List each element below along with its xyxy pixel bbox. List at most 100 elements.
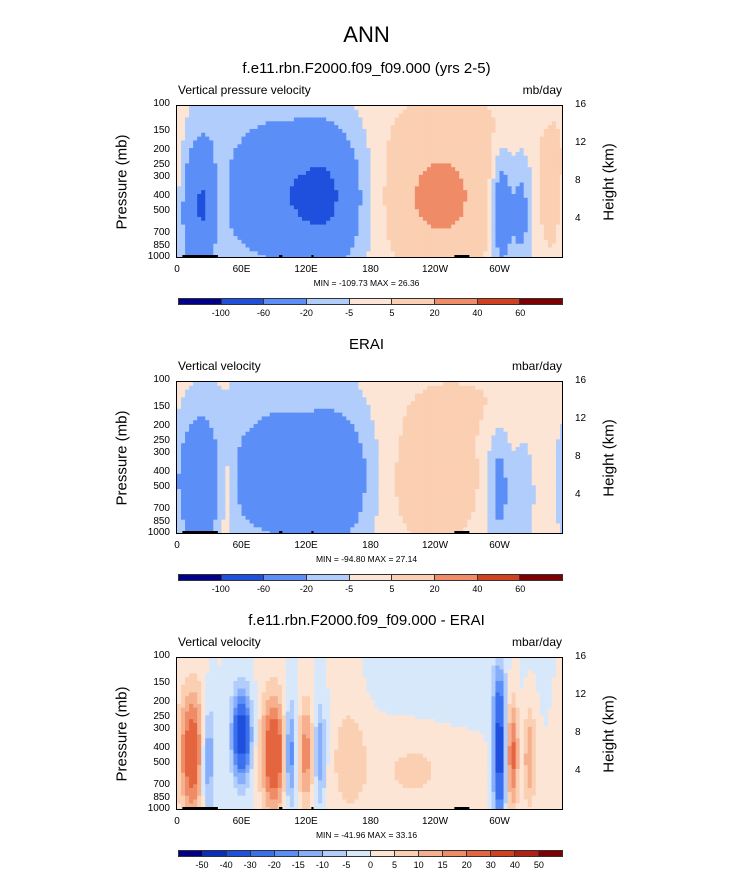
contour-cell [229, 121, 235, 126]
contour-cell [217, 389, 222, 395]
contour-cell [483, 224, 489, 229]
contour-cell [491, 209, 497, 214]
contour-cell [435, 420, 440, 425]
contour-cell [189, 224, 194, 229]
contour-cell [435, 159, 440, 164]
contour-cell [306, 132, 311, 138]
contour-cell [467, 251, 472, 256]
contour-cell [322, 125, 327, 130]
contour-cell [459, 167, 464, 172]
contour-cell [233, 205, 239, 210]
contour-cell [559, 197, 562, 203]
contour-cell [374, 236, 380, 241]
contour-cell [402, 243, 408, 249]
contour-cell [273, 393, 279, 398]
contour-cell [378, 216, 384, 222]
contour-cell [193, 186, 198, 191]
contour-cell [479, 197, 484, 203]
contour-cell [398, 190, 404, 195]
contour-cell [338, 382, 343, 387]
contour-cell [455, 136, 460, 142]
contour-cell [301, 213, 307, 218]
contour-cell [350, 171, 355, 176]
contour-cell [326, 420, 331, 425]
contour-cell [467, 125, 472, 130]
contour-cell [209, 393, 214, 398]
contour-cell [531, 389, 537, 395]
contour-cell [193, 232, 198, 237]
contour-cell [362, 420, 368, 425]
contour-cell [366, 174, 372, 180]
contour-cell [209, 163, 214, 168]
contour-cell [273, 171, 279, 176]
contour-cell [257, 412, 263, 418]
contour-cell [426, 125, 432, 130]
contour-cell [398, 224, 404, 229]
contour-cell [277, 117, 283, 122]
contour-cell [390, 182, 396, 187]
contour-cell [370, 389, 376, 395]
contour-cell [237, 132, 243, 138]
contour-cell [527, 167, 533, 172]
contour-cell [443, 163, 448, 168]
contour-cell [233, 251, 239, 256]
contour-cell [555, 155, 561, 161]
contour-cell [394, 243, 400, 249]
contour-cell [177, 232, 182, 237]
contour-cell [225, 132, 231, 138]
contour-cell [435, 117, 440, 122]
contour-cell [201, 186, 206, 191]
contour-cell [362, 132, 368, 138]
contour-cell [269, 136, 275, 142]
contour-cell [447, 401, 452, 406]
contour-cell [358, 190, 364, 195]
contour-cell [491, 182, 497, 187]
contour-cell [330, 125, 335, 130]
contour-cell [185, 420, 190, 425]
contour-cell [197, 243, 202, 249]
contour-cell [559, 128, 562, 134]
contour-cell [559, 251, 562, 256]
contour-cell [507, 186, 513, 191]
contour-cell [430, 190, 436, 195]
contour-cell [406, 247, 412, 252]
contour-cell [527, 190, 533, 195]
contour-cell [443, 201, 448, 207]
contour-cell [346, 136, 351, 142]
contour-cell [314, 393, 319, 398]
contour-cell [177, 393, 182, 398]
contour-cell [261, 255, 267, 257]
contour-cell [301, 420, 307, 425]
contour-cell [241, 193, 247, 199]
contour-cell [527, 205, 533, 210]
contour-cell [519, 155, 525, 161]
contour-cell [314, 109, 319, 115]
contour-cell [322, 424, 327, 429]
contour-cell [229, 155, 235, 161]
contour-cell [301, 148, 307, 153]
contour-cell [386, 190, 392, 195]
contour-cell [189, 193, 194, 199]
contour-cell [261, 190, 267, 195]
contour-cell [418, 109, 424, 115]
contour-cell [217, 251, 222, 256]
contour-cell [519, 389, 525, 395]
contour-cell [318, 167, 323, 172]
contour-cell [414, 397, 420, 402]
contour-cell [350, 155, 355, 161]
contour-cell [511, 190, 517, 195]
contour-cell [253, 216, 259, 222]
colorbar-segment [349, 299, 393, 304]
contour-cell [217, 205, 222, 210]
contour-cell [495, 197, 501, 203]
contour-cell [483, 239, 489, 245]
contour-cell [366, 109, 372, 115]
contour-cell [301, 186, 307, 191]
contour-cell [358, 193, 364, 199]
contour-cell [418, 232, 424, 237]
contour-cell [382, 236, 388, 241]
contour-cell [346, 190, 351, 195]
contour-cell [366, 239, 372, 245]
contour-cell [382, 148, 388, 153]
contour-cell [451, 220, 456, 226]
